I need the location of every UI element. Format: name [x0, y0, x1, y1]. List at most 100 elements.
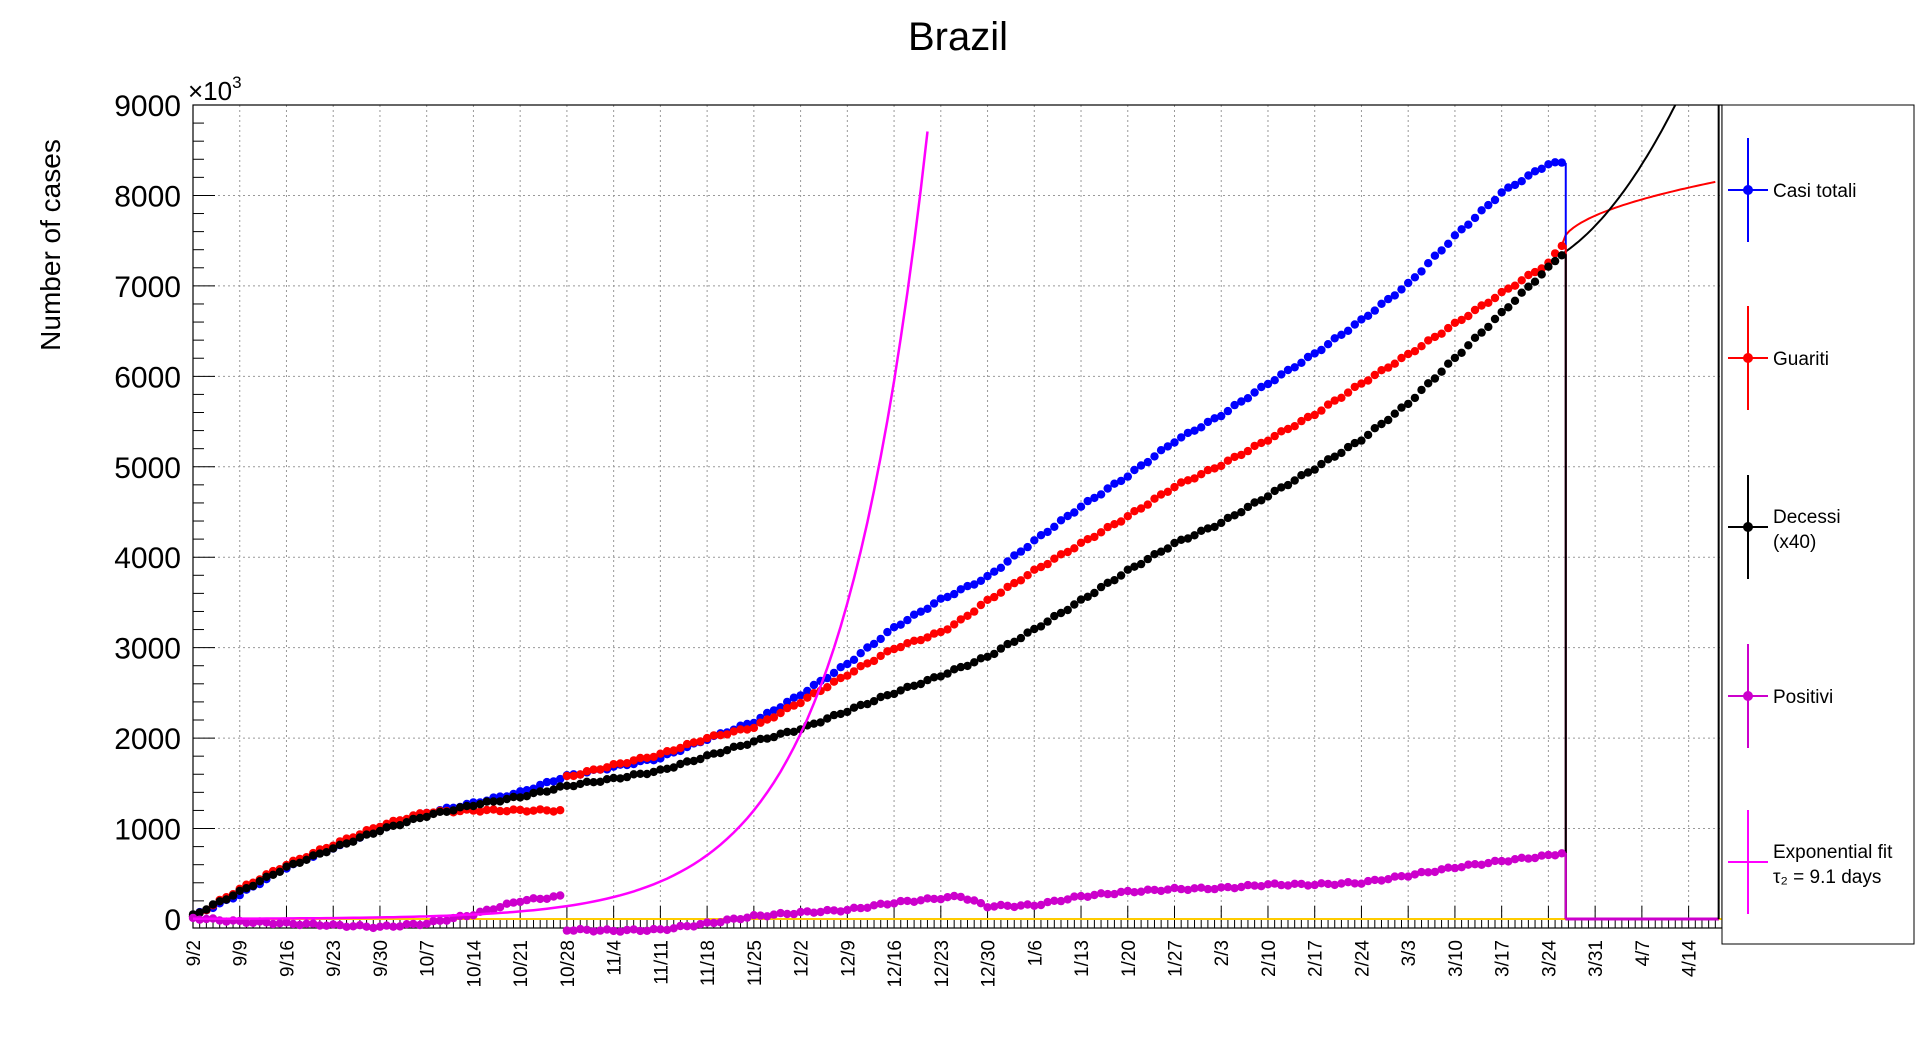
data-point: [1464, 311, 1473, 321]
data-point: [829, 668, 839, 678]
data-point: [1517, 177, 1526, 186]
data-point: [449, 806, 458, 815]
data-point: [1297, 471, 1306, 480]
data-point: [1464, 860, 1473, 869]
data-point: [1083, 592, 1092, 601]
data-point: [395, 922, 405, 931]
data-point: [1470, 213, 1480, 223]
data-point: [836, 673, 845, 683]
data-point: [562, 926, 572, 935]
data-point: [375, 826, 385, 836]
data-point: [536, 787, 545, 796]
data-point: [1410, 347, 1420, 356]
data-point: [589, 765, 598, 774]
data-point: [589, 927, 598, 936]
data-point: [1557, 849, 1567, 858]
data-point: [349, 922, 358, 931]
data-point: [1357, 379, 1366, 388]
data-point: [289, 859, 298, 869]
data-point: [1510, 855, 1520, 864]
data-point: [689, 922, 698, 931]
data-point: [983, 652, 992, 661]
x-tick-label: 9/30: [371, 940, 392, 977]
data-point: [1497, 307, 1506, 317]
data-point: [656, 749, 665, 758]
data-point: [562, 781, 572, 790]
data-point: [482, 805, 491, 815]
data-point: [636, 769, 645, 778]
y-tick-label: 4000: [114, 542, 181, 575]
data-point: [1437, 367, 1446, 376]
data-point: [1450, 318, 1460, 327]
data-point: [616, 927, 625, 936]
data-point: [829, 677, 839, 686]
data-point: [369, 923, 378, 933]
data-point: [509, 898, 518, 907]
data-point: [609, 773, 618, 783]
data-point: [1116, 476, 1126, 486]
data-point: [509, 805, 518, 814]
data-point: [1323, 400, 1333, 409]
legend-label: Guariti: [1773, 349, 1829, 370]
data-point: [1090, 532, 1099, 542]
data-point: [1116, 517, 1126, 526]
data-point: [1130, 888, 1139, 897]
data-point: [656, 765, 665, 774]
legend-label: Exponential fit: [1773, 842, 1893, 863]
data-point: [1497, 287, 1506, 297]
data-point: [1504, 303, 1513, 312]
data-point: [1010, 578, 1019, 588]
x-tick-label: 9/9: [231, 940, 252, 966]
data-point: [990, 567, 999, 576]
data-point: [1417, 267, 1426, 276]
data-point: [576, 779, 585, 789]
data-point: [1076, 502, 1086, 511]
data-point: [1096, 582, 1106, 592]
data-point: [1163, 487, 1173, 496]
x-tick-label: 3/24: [1539, 940, 1560, 977]
y-tick-label: 6000: [114, 361, 181, 394]
data-point: [896, 642, 905, 652]
data-point: [1417, 385, 1426, 395]
data-point: [1036, 622, 1046, 631]
x-tick-label: 10/21: [511, 940, 532, 988]
data-point: [516, 897, 525, 907]
series-exponential-fit: [193, 131, 929, 921]
data-point: [1350, 320, 1360, 329]
data-point: [576, 924, 585, 934]
data-point: [869, 697, 879, 706]
data-point: [1517, 853, 1526, 862]
data-point: [1163, 885, 1173, 894]
data-point: [1363, 311, 1373, 320]
data-point: [1297, 879, 1306, 889]
data-point: [1424, 379, 1433, 388]
data-point: [329, 844, 338, 853]
x-tick-label: 3/10: [1446, 940, 1467, 977]
data-point: [1490, 293, 1500, 303]
data-point: [1310, 880, 1319, 890]
data-point: [956, 585, 965, 594]
data-point: [1210, 884, 1219, 894]
data-point: [1504, 183, 1513, 192]
data-point: [1410, 393, 1420, 403]
data-point: [883, 691, 892, 700]
x-tick-label: 9/16: [277, 940, 298, 977]
data-point: [916, 635, 925, 645]
data-point: [689, 756, 698, 766]
data-point: [936, 672, 945, 681]
data-point: [950, 665, 959, 674]
data-point: [542, 894, 552, 903]
data-point: [1323, 455, 1333, 464]
data-point: [1384, 363, 1393, 372]
y-tick-label: 0: [164, 904, 181, 937]
data-point: [909, 897, 919, 906]
data-point: [1504, 857, 1513, 866]
data-point: [1450, 353, 1460, 363]
data-point: [1130, 507, 1139, 516]
data-point: [295, 920, 304, 930]
data-point: [1163, 442, 1173, 451]
data-point: [1390, 291, 1400, 300]
data-point: [1444, 323, 1453, 333]
data-point: [1497, 856, 1506, 866]
data-point: [956, 892, 965, 902]
